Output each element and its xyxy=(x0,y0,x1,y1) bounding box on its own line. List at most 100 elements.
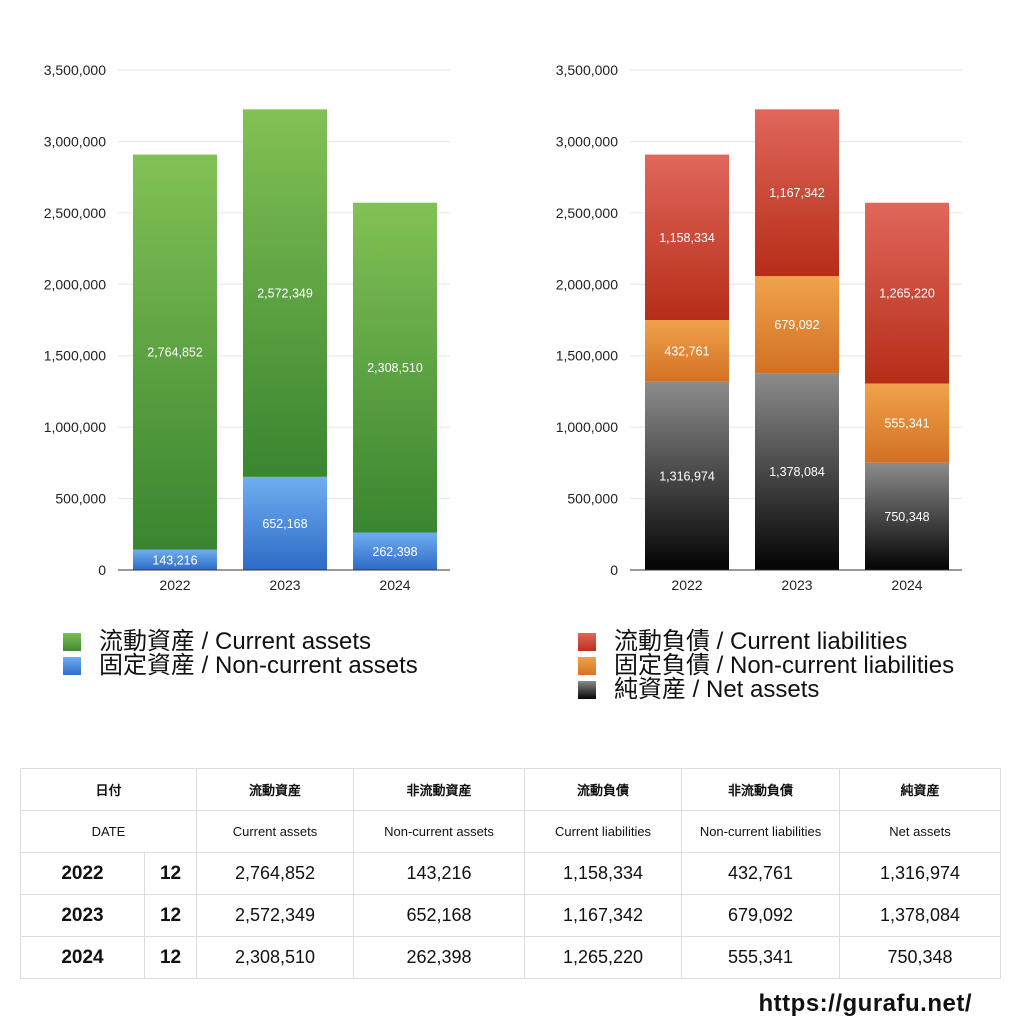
x-tick-label: 2023 xyxy=(269,577,300,593)
table-cell: 2,308,510 xyxy=(196,936,355,979)
source-url[interactable]: https://gurafu.net/ xyxy=(758,990,972,1017)
legend-item-current-assets: 流動資産 / Current assets xyxy=(63,630,418,654)
legend-swatch-net-assets xyxy=(578,681,596,699)
table-cell: 1,158,334 xyxy=(524,852,683,895)
legend-swatch-current-liabilities xyxy=(578,633,596,651)
legend-label-current-liabilities: 流動負債 / Current liabilities xyxy=(614,628,908,655)
table-cell: 1,167,342 xyxy=(524,894,683,937)
bar-net-assets-2022 xyxy=(645,381,729,570)
bar-net-assets-2023 xyxy=(755,373,839,570)
table-header-row-ja: 日付 流動資産 非流動資産 流動負債 非流動負債 純資産 xyxy=(19,768,1002,811)
table-cell: 555,341 xyxy=(681,936,841,979)
y-tick-label: 0 xyxy=(610,562,618,578)
table-cell: 750,348 xyxy=(839,936,1002,979)
table-row: 2022 12 2,764,852 143,216 1,158,334 432,… xyxy=(20,852,1002,895)
liabilities-chart: 0 500,000 1,000,000 1,500,000 2,000,000 2,500… xyxy=(556,62,962,593)
legend-label-non-current-assets: 固定資産 / Non-current assets xyxy=(99,652,418,679)
table-cell: 1,378,084 xyxy=(839,894,1002,937)
y-tick-label: 1,000,000 xyxy=(556,419,618,435)
table-cell: 432,761 xyxy=(681,852,841,895)
bar-current-assets-2022 xyxy=(133,154,217,550)
table-cell-month: 12 xyxy=(143,936,198,979)
bar-label-current-liabilities-2022: 1,158,334 xyxy=(659,231,715,245)
table-cell-year: 2023 xyxy=(20,894,145,937)
table-header-current-liabilities-ja: 流動負債 xyxy=(524,768,683,811)
legend-item-non-current-liabilities: 固定負債 / Non-current liabilities xyxy=(578,654,954,678)
table-header-current-assets-en: Current assets xyxy=(196,810,355,853)
y-tick-label: 500,000 xyxy=(567,491,618,507)
bar-label-non-current-assets-2024: 262,398 xyxy=(372,545,417,559)
table-header-net-assets-en: Net assets xyxy=(839,810,1002,853)
bar-non-current-liabilities-2022 xyxy=(645,320,729,382)
bar-label-non-current-liabilities-2023: 679,092 xyxy=(774,318,819,332)
legend-swatch-non-current-liabilities xyxy=(578,657,596,675)
bar-current-assets-2024 xyxy=(353,202,437,533)
legend-label-current-assets: 流動資産 / Current assets xyxy=(99,628,372,655)
financial-data-table: 日付 流動資産 非流動資産 流動負債 非流動負債 純資産 DATE Curren… xyxy=(19,768,1002,979)
bar-non-current-liabilities-2023 xyxy=(755,276,839,374)
legend-item-current-liabilities: 流動負債 / Current liabilities xyxy=(578,630,954,654)
table-cell: 652,168 xyxy=(353,894,526,937)
bar-current-liabilities-2023 xyxy=(755,109,839,277)
y-tick-label: 2,500,000 xyxy=(556,205,618,221)
bar-label-net-assets-2022: 1,316,974 xyxy=(659,469,715,483)
legend-item-net-assets: 純資産 / Net assets xyxy=(578,678,954,702)
table-header-current-liabilities-en: Current liabilities xyxy=(524,810,683,853)
table-cell-month: 12 xyxy=(143,894,198,937)
legend-swatch-non-current-assets xyxy=(63,657,81,675)
table-cell: 679,092 xyxy=(681,894,841,937)
x-tick-label: 2024 xyxy=(891,577,922,593)
assets-legend: 流動資産 / Current assets 固定資産 / Non-current… xyxy=(63,630,418,678)
table-cell: 143,216 xyxy=(353,852,526,895)
table-cell: 1,265,220 xyxy=(524,936,683,979)
table-header-non-current-assets-en: Non-current assets xyxy=(353,810,526,853)
table-cell-month: 12 xyxy=(143,852,198,895)
bar-non-current-assets-2024 xyxy=(353,532,437,570)
bar-current-liabilities-2022 xyxy=(645,154,729,321)
y-tick-label: 3,500,000 xyxy=(44,62,106,78)
y-tick-label: 3,000,000 xyxy=(556,133,618,149)
table-header-current-assets-ja: 流動資産 xyxy=(196,768,355,811)
table-header-non-current-liabilities-ja: 非流動負債 xyxy=(681,768,841,811)
bar-non-current-liabilities-2024 xyxy=(865,383,949,463)
y-tick-label: 2,500,000 xyxy=(44,205,106,221)
y-tick-label: 3,000,000 xyxy=(44,133,106,149)
bar-label-net-assets-2024: 750,348 xyxy=(884,510,929,524)
table-header-net-assets-ja: 純資産 xyxy=(839,768,1002,811)
bar-label-current-assets-2022: 2,764,852 xyxy=(147,346,203,360)
y-tick-label: 1,500,000 xyxy=(556,348,618,364)
bar-label-current-liabilities-2023: 1,167,342 xyxy=(769,186,825,200)
y-tick-label: 1,500,000 xyxy=(44,348,106,364)
bar-non-current-assets-2023 xyxy=(243,476,327,570)
table-header-row-en: DATE Current assets Non-current assets C… xyxy=(19,810,1002,853)
bar-label-current-liabilities-2024: 1,265,220 xyxy=(879,287,935,301)
bar-label-non-current-assets-2022: 143,216 xyxy=(152,553,197,567)
bar-net-assets-2024 xyxy=(865,462,949,570)
table-header-date-ja: 日付 xyxy=(19,768,198,811)
table-cell-year: 2024 xyxy=(20,936,145,979)
y-tick-label: 500,000 xyxy=(55,491,106,507)
table-row: 2024 12 2,308,510 262,398 1,265,220 555,… xyxy=(20,936,1002,979)
table-header-non-current-liabilities-en: Non-current liabilities xyxy=(681,810,841,853)
x-tick-label: 2022 xyxy=(671,577,702,593)
legend-item-non-current-assets: 固定資産 / Non-current assets xyxy=(63,654,418,678)
table-cell-year: 2022 xyxy=(20,852,145,895)
legend-label-non-current-liabilities: 固定負債 / Non-current liabilities xyxy=(614,652,955,679)
table-cell: 2,572,349 xyxy=(196,894,355,937)
legend-swatch-current-assets xyxy=(63,633,81,651)
y-tick-label: 2,000,000 xyxy=(44,276,106,292)
table-cell: 262,398 xyxy=(353,936,526,979)
bar-current-liabilities-2024 xyxy=(865,202,949,384)
y-tick-label: 3,500,000 xyxy=(556,62,618,78)
bar-label-current-assets-2024: 2,308,510 xyxy=(367,361,423,375)
bar-non-current-assets-2022 xyxy=(133,549,217,570)
x-tick-label: 2022 xyxy=(159,577,190,593)
table-row: 2023 12 2,572,349 652,168 1,167,342 679,… xyxy=(20,894,1002,937)
y-tick-label: 0 xyxy=(98,562,106,578)
bar-label-current-assets-2023: 2,572,349 xyxy=(257,287,313,301)
table-cell: 2,764,852 xyxy=(196,852,355,895)
table-header-date-en: DATE xyxy=(19,810,198,853)
y-tick-label: 2,000,000 xyxy=(556,276,618,292)
bar-label-non-current-assets-2023: 652,168 xyxy=(262,517,307,531)
x-tick-label: 2023 xyxy=(781,577,812,593)
